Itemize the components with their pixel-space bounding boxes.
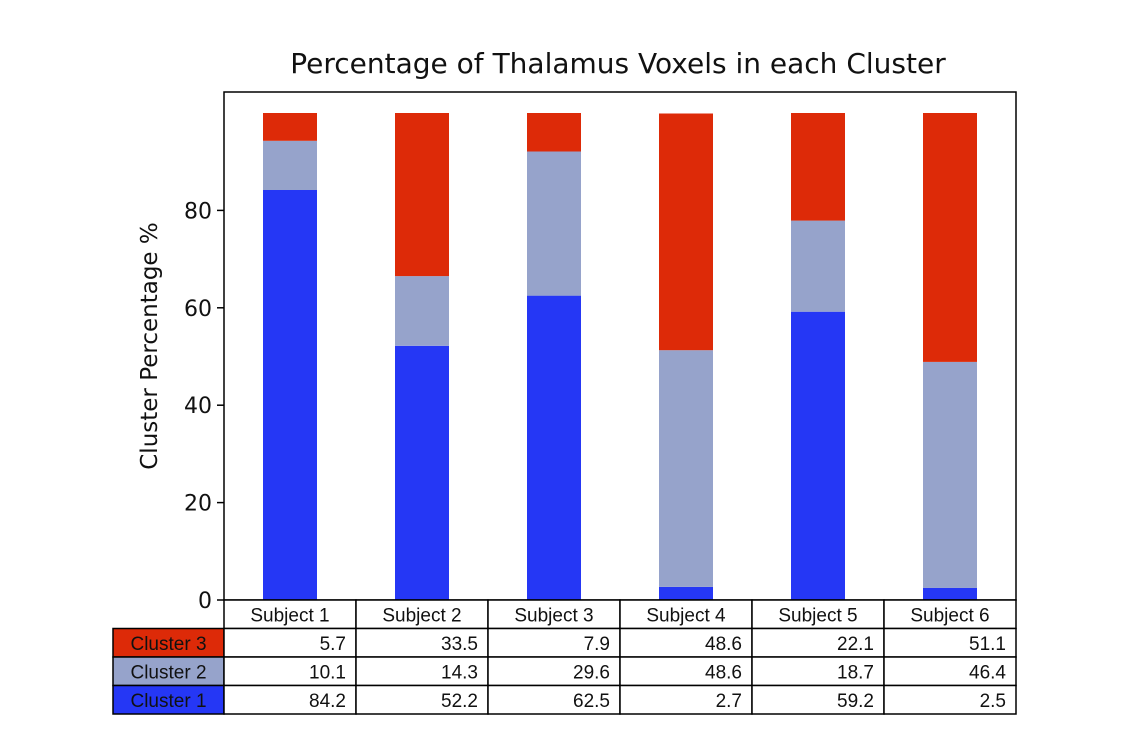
y-axis-label: Cluster Percentage % (137, 222, 163, 470)
bar-cluster-3-5 (791, 113, 845, 221)
table-cell (223, 656, 357, 687)
table-cell-value: 33.5 (441, 634, 478, 655)
table-cell-value: 2.5 (980, 691, 1006, 712)
bar-cluster-2-2 (395, 276, 449, 346)
table-cell-value: 59.2 (837, 691, 874, 712)
table-row-label-cell (112, 627, 225, 658)
table-header-label: Subject 5 (778, 606, 857, 627)
table-header-label: Subject 3 (514, 606, 593, 627)
bar-cluster-1-1 (263, 189, 317, 600)
table-header-label: Subject 2 (382, 606, 461, 627)
table-cell (619, 656, 753, 687)
table-header-cell (883, 599, 1017, 630)
table-cell-value: 18.7 (837, 663, 874, 684)
bar-cluster-1-2 (395, 345, 449, 600)
bar-cluster-2-6 (923, 361, 977, 588)
table-header-cell (487, 599, 621, 630)
table-cell-value: 5.7 (320, 634, 346, 655)
bar-cluster-3-1 (263, 113, 317, 141)
table-cell-value: 29.6 (573, 663, 610, 684)
table-row-label: Cluster 1 (130, 691, 206, 712)
bar-cluster-3-4 (659, 113, 713, 351)
y-tick-label: 20 (184, 492, 212, 517)
table-row-label-cell (112, 684, 225, 715)
table-cell (883, 627, 1017, 658)
bar-cluster-3-3 (527, 113, 581, 152)
table-cell-value: 48.6 (705, 634, 742, 655)
table-cell-value: 14.3 (441, 663, 478, 684)
bar-cluster-2-4 (659, 350, 713, 587)
table-header-label: Subject 4 (646, 606, 726, 627)
y-tick-label: 40 (184, 394, 212, 419)
table-cell-value: 2.7 (716, 691, 742, 712)
y-tick-label: 60 (184, 297, 212, 322)
table-header-label: Subject 1 (250, 606, 329, 627)
bars-layer (263, 113, 977, 600)
table-cell-value: 62.5 (573, 691, 610, 712)
bar-cluster-1-5 (791, 311, 845, 600)
bar-cluster-2-5 (791, 220, 845, 312)
table-cell-value: 51.1 (969, 634, 1006, 655)
bar-cluster-3-2 (395, 113, 449, 277)
bar-cluster-1-3 (527, 295, 581, 600)
bar-cluster-2-1 (263, 140, 317, 190)
bar-cluster-3-6 (923, 113, 977, 362)
table-cell-value: 7.9 (584, 634, 610, 655)
table-cell (751, 656, 885, 687)
table-cell (355, 656, 489, 687)
table-cell-value: 46.4 (969, 663, 1006, 684)
table-cell (355, 627, 489, 658)
table-cell (883, 656, 1017, 687)
table-cell (223, 684, 357, 715)
table-cell-value: 10.1 (309, 663, 346, 684)
y-tick-label: 0 (198, 589, 212, 614)
table-cell-value: 52.2 (441, 691, 478, 712)
y-axis: 0 20 40 60 80 (184, 199, 224, 614)
y-tick-label: 80 (184, 199, 212, 224)
chart-title: Percentage of Thalamus Voxels in each Cl… (290, 47, 946, 80)
table-cell-value: 84.2 (309, 691, 346, 712)
table-header-label: Subject 6 (910, 606, 989, 627)
table-cell (619, 627, 753, 658)
table-cell (883, 684, 1017, 715)
bar-cluster-1-6 (923, 587, 977, 600)
table-row-label: Cluster 2 (130, 663, 206, 684)
table-cell (355, 684, 489, 715)
table-cell-value: 22.1 (837, 634, 874, 655)
table-row-label: Cluster 3 (130, 634, 206, 655)
table-header-cell (751, 599, 885, 630)
table-cell-value: 48.6 (705, 663, 742, 684)
table-cell (751, 684, 885, 715)
bar-cluster-2-3 (527, 151, 581, 296)
bar-cluster-1-4 (659, 586, 713, 600)
table-cell (619, 684, 753, 715)
plot-frame (223, 91, 1017, 601)
data-table: Subject 1 Subject 2 Subject 3 Subject 4 Subj… (112, 599, 1017, 715)
table-cell (487, 684, 621, 715)
